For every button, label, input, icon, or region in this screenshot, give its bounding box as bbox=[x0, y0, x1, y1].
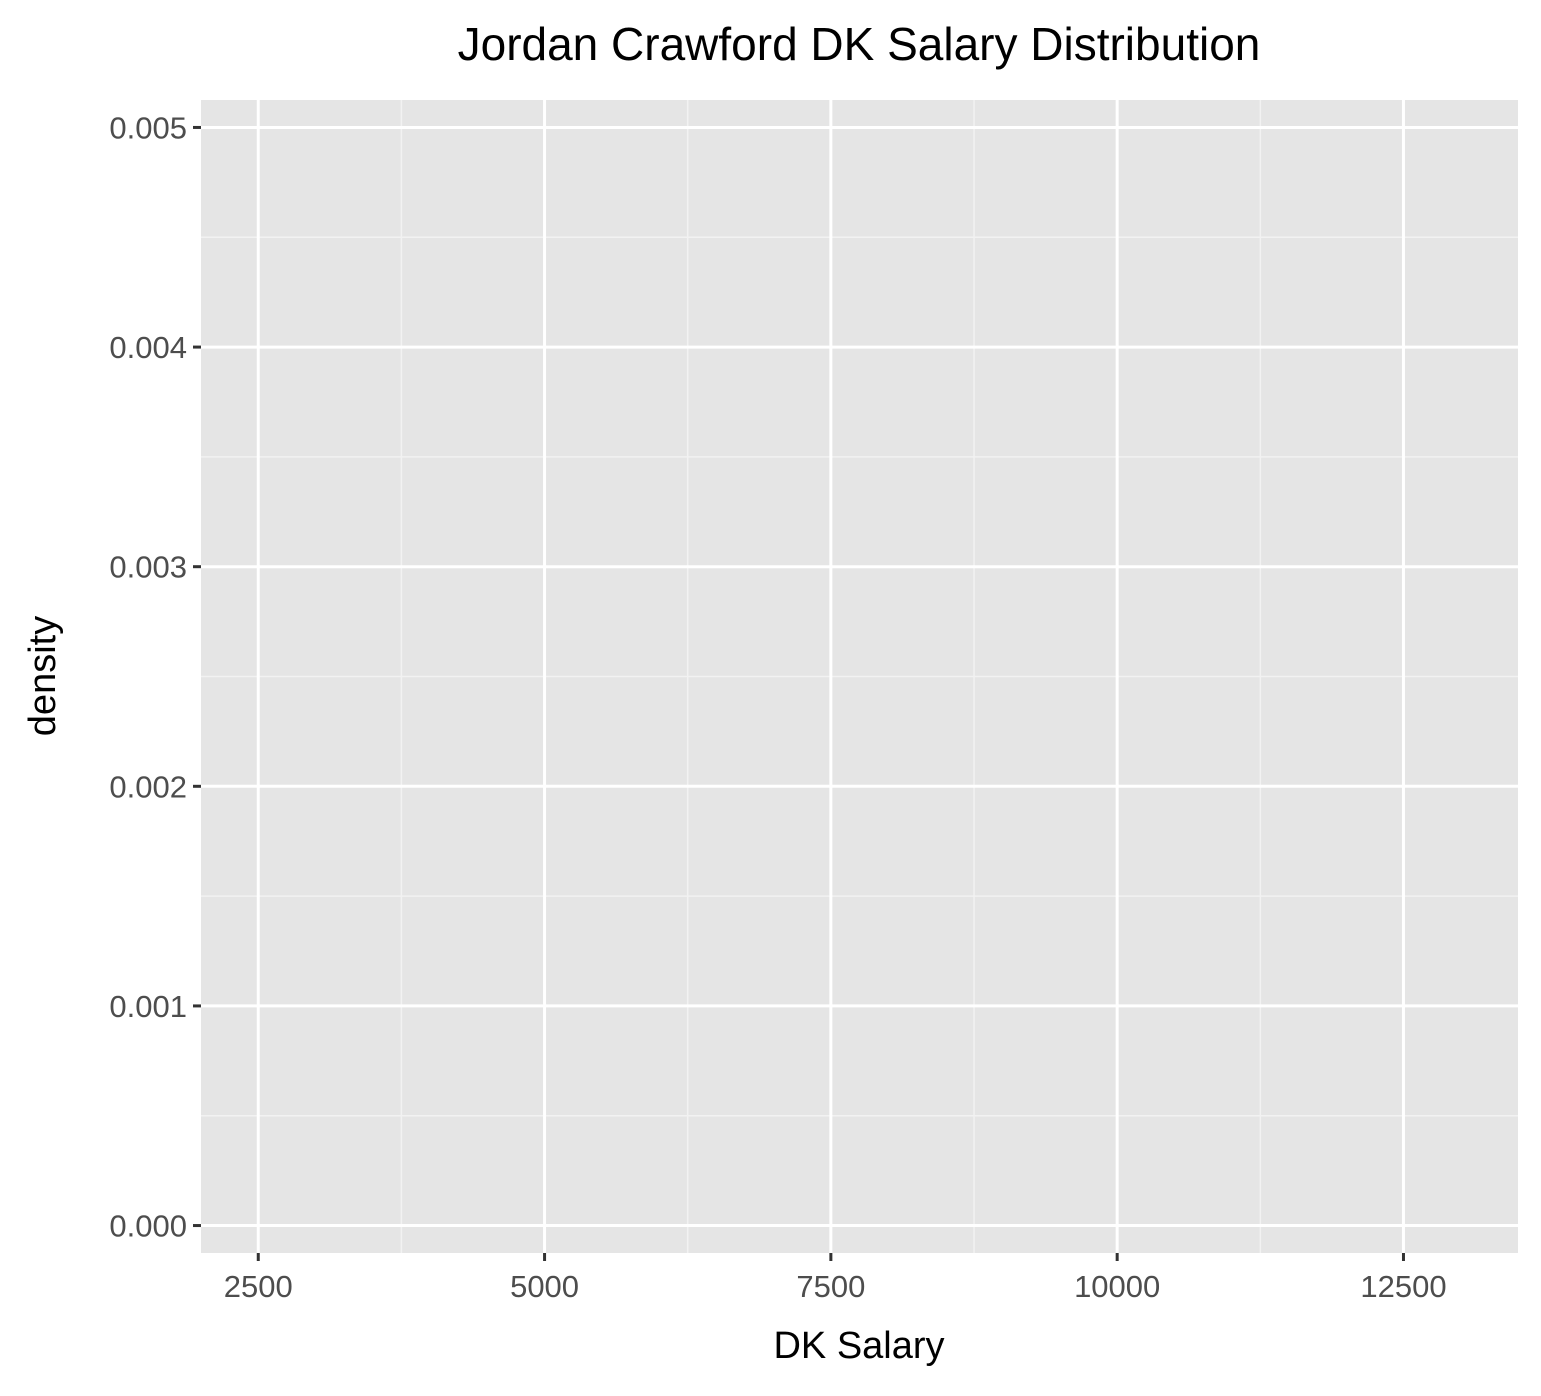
minor-gridlines bbox=[201, 100, 1518, 1253]
x-tick-label: 5000 bbox=[510, 1269, 579, 1304]
y-tick-label: 0.003 bbox=[109, 550, 187, 585]
x-tick-label: 7500 bbox=[796, 1269, 865, 1304]
x-tick-label: 12500 bbox=[1360, 1269, 1446, 1304]
x-axis: 2500 5000 7500 10000 12500 bbox=[224, 1253, 1447, 1304]
major-gridlines bbox=[201, 100, 1518, 1253]
x-tick-label: 10000 bbox=[1074, 1269, 1160, 1304]
chart-title: Jordan Crawford DK Salary Distribution bbox=[458, 18, 1261, 70]
x-axis-title: DK Salary bbox=[773, 1325, 944, 1367]
y-axis-title: density bbox=[22, 616, 64, 736]
x-tick-label: 2500 bbox=[224, 1269, 293, 1304]
y-tick-label: 0.002 bbox=[109, 769, 187, 804]
y-axis: 0.000 0.001 0.002 0.003 0.004 0.005 bbox=[109, 110, 201, 1244]
y-tick-label: 0.001 bbox=[109, 989, 187, 1024]
y-tick-label: 0.005 bbox=[109, 110, 187, 145]
y-tick-label: 0.000 bbox=[109, 1209, 187, 1244]
y-tick-label: 0.004 bbox=[109, 330, 187, 365]
